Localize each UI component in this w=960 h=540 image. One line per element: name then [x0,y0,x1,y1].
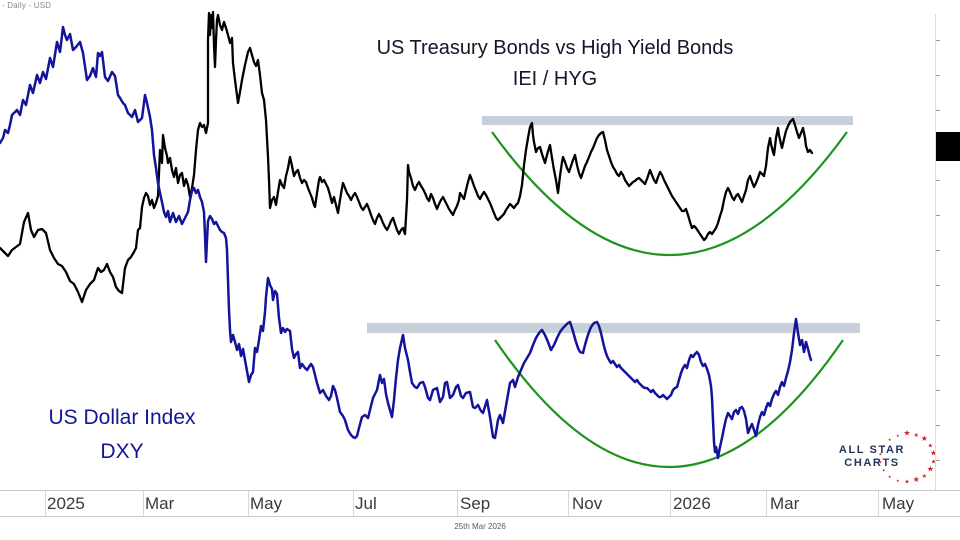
star-glyph: ★ [888,437,892,442]
x-axis-tick [45,491,46,516]
price-axis-tick [936,320,940,321]
dxy-label-line1: US Dollar Index [48,406,196,429]
rounding-bottom-arc [491,131,848,256]
x-axis-label: May [882,494,915,513]
price-axis-tick [936,40,940,41]
x-axis-tick [248,491,249,516]
x-axis-label: Sep [460,494,491,513]
price-axis-tick [936,285,940,286]
chart-canvas[interactable] [0,0,935,490]
x-axis-label: 2025 [47,494,85,513]
rounding-bottom-arc [494,339,844,468]
star-glyph: ★ [928,443,933,450]
star-glyph: ★ [882,468,886,473]
resistance-bar [367,323,860,333]
price-axis-tick [936,215,940,216]
x-axis[interactable]: 2025 Mar May Jul Sep Nov 2026 Mar May [0,490,960,517]
chart-title: US Treasury Bonds vs High Yield Bonds IE… [330,33,780,95]
star-ring-icon: ★ ★ ★★★★★★★★★★★★★★★★ [879,430,938,486]
star-glyph: ★ [927,465,934,474]
star-glyph: ★ [888,474,892,479]
chart-title-line2: IEI / HYG [512,68,598,90]
price-axis-tick [936,460,940,461]
price-line-dxy [0,25,813,460]
x-axis-label: Mar [145,494,175,513]
x-axis-tick [766,491,767,516]
all-star-charts-logo: ★ ★ ★ ★ ★ ★ ★ ★ ★ ★ ★ ★ ★ ★ ★ ★ ★ ★ ALL STAR CHARTS [828,430,940,486]
star-glyph: ★ [914,432,919,439]
price-axis-tick [936,75,940,76]
x-axis-label: Nov [572,494,603,513]
dxy-label: US Dollar Index DXY [18,401,226,469]
logo-text-line2: CHARTS [844,457,900,469]
star-glyph: ★ [931,459,936,466]
x-axis-label: 2026 [673,494,711,513]
star-glyph: ★ [896,478,900,483]
price-axis-tick [936,425,940,426]
price-line-iei-hyg [0,10,814,304]
price-axis-tick [936,180,940,181]
star-glyph: ★ [904,479,909,486]
star-glyph: ★ [903,430,910,438]
price-axis-tick [936,390,940,391]
logo-text: ALL STAR CHARTS [834,444,910,470]
logo-text-line1: ALL STAR [838,444,906,456]
resistance-bar [482,116,853,125]
dxy-label-line2: DXY [100,440,144,463]
x-axis-tick [878,491,879,516]
star-glyph: ★ [930,448,937,457]
star-glyph: ★ [879,451,883,456]
current-date-label: 25th Mar 2026 [454,522,506,531]
star-glyph: ★ [921,434,928,443]
last-price-marker [936,132,960,161]
x-axis-tick [568,491,569,516]
x-axis-label: Jul [355,494,377,513]
star-glyph: ★ [913,475,920,484]
x-axis-label: Mar [770,494,800,513]
symbol-info: - Daily - USD [2,1,52,10]
price-axis-tick [936,355,940,356]
price-axis-gutter[interactable] [935,14,960,490]
x-axis-tick [353,491,354,516]
x-axis-label: May [250,494,283,513]
price-axis-tick [936,250,940,251]
chart-title-line1: US Treasury Bonds vs High Yield Bonds [376,37,734,59]
price-axis-tick [936,110,940,111]
star-glyph: ★ [879,460,883,465]
star-glyph: ★ [922,473,927,480]
x-axis-tick [457,491,458,516]
star-glyph: ★ [896,433,900,438]
x-axis-tick [670,491,671,516]
star-glyph: ★ [882,444,886,449]
x-axis-tick [143,491,144,516]
